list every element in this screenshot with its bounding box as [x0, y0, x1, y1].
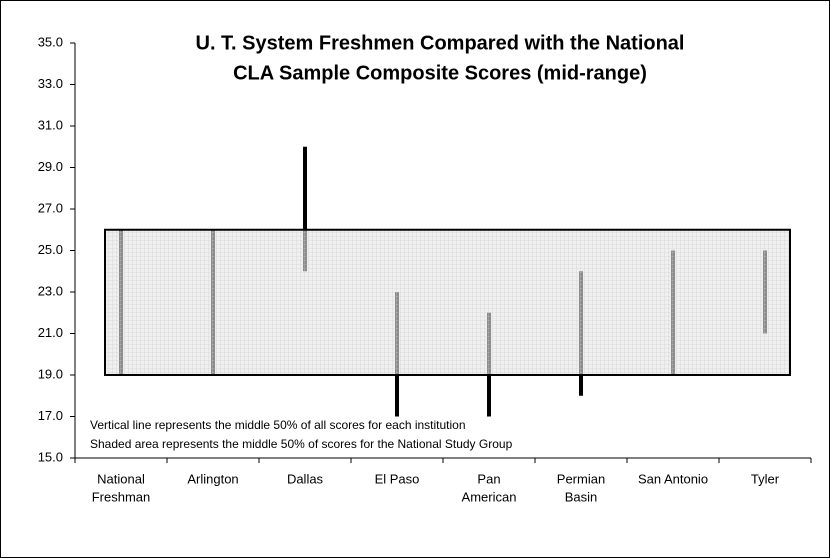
x-tick-label: Dallas — [287, 471, 324, 486]
y-tick-label: 35.0 — [38, 34, 63, 49]
y-tick-label: 15.0 — [38, 449, 63, 464]
x-tick-label: San Antonio — [638, 471, 708, 486]
y-tick-label: 31.0 — [38, 117, 63, 132]
x-tick-label: Basin — [565, 489, 598, 504]
y-tick-label: 27.0 — [38, 200, 63, 215]
y-tick-label: 17.0 — [38, 408, 63, 423]
x-tick-label: El Paso — [375, 471, 420, 486]
x-tick-label: National — [97, 471, 145, 486]
x-tick-label: American — [462, 489, 517, 504]
national-band — [104, 228, 791, 376]
annotation: Vertical line represents the middle 50% … — [90, 418, 466, 432]
y-tick-label: 33.0 — [38, 76, 63, 91]
x-tick-label: Tyler — [751, 471, 780, 486]
y-tick-label: 25.0 — [38, 242, 63, 257]
annotation: Shaded area represents the middle 50% of… — [90, 437, 513, 451]
chart-title: CLA Sample Composite Scores (mid-range) — [233, 62, 647, 84]
x-tick-label: Arlington — [187, 471, 238, 486]
y-tick-label: 23.0 — [38, 283, 63, 298]
x-tick-label: Freshman — [92, 489, 151, 504]
band-grid — [104, 228, 791, 376]
x-tick-label: Permian — [557, 471, 605, 486]
chart-title: U. T. System Freshmen Compared with the … — [196, 32, 685, 54]
y-tick-label: 19.0 — [38, 366, 63, 381]
x-tick-label: Pan — [477, 471, 500, 486]
y-tick-label: 21.0 — [38, 325, 63, 340]
y-tick-label: 29.0 — [38, 159, 63, 174]
